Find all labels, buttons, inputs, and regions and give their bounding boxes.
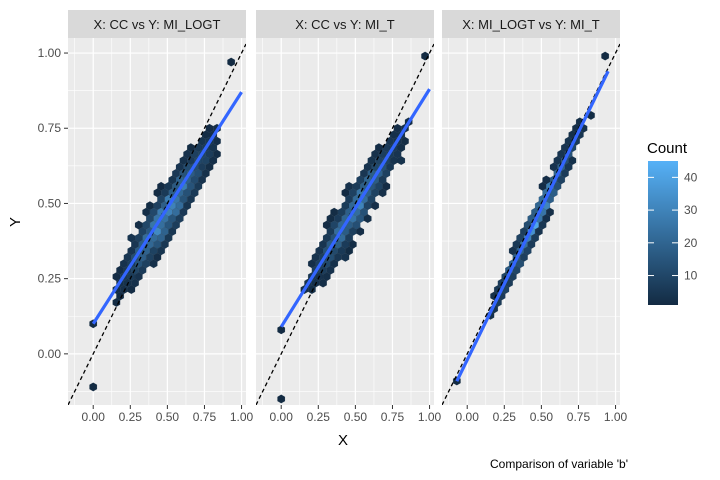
y-tick-label: 0.00 — [38, 347, 62, 361]
chart-caption: Comparison of variable 'b' — [490, 457, 628, 471]
y-tick-label: 0.25 — [38, 272, 62, 286]
facet-panel: X: CC vs Y: MI_LOGT 0.00 0.25 0.50 0.75 1.00 0… — [38, 10, 254, 424]
x-tick-label: 0.00 — [456, 410, 480, 424]
legend-tick-label: 30 — [684, 203, 698, 217]
hexbin-cell-outlier — [89, 382, 98, 392]
fit-line — [91, 91, 243, 325]
hexbin-cell — [363, 214, 372, 224]
hexbin-cell — [397, 156, 406, 166]
facet-panel: X: MI_LOGT vs Y: MI_T 0.00 0.25 0.50 0.75 1.0… — [442, 10, 628, 424]
hexbin-cell — [319, 278, 327, 288]
hexbin-cell — [378, 188, 387, 198]
x-tick-label: 1.00 — [230, 410, 254, 424]
y-tick-label: 0.75 — [38, 121, 62, 135]
x-axis-title: X — [338, 432, 348, 449]
x-tick-label: 1.00 — [604, 410, 628, 424]
facet-strip-title: X: CC vs Y: MI_T — [295, 17, 395, 32]
x-tick-label: 0.50 — [344, 410, 368, 424]
x-tick-label: 0.50 — [530, 410, 554, 424]
legend-tick-label: 40 — [684, 170, 698, 184]
fit-line — [279, 88, 431, 328]
hexbin-cell-outlier — [227, 57, 236, 67]
x-tick-label: 0.25 — [307, 410, 331, 424]
facet-panel: X: CC vs Y: MI_T 0.00 0.25 0.50 0.75 1.00 — [256, 10, 442, 424]
facet-strip — [68, 10, 246, 38]
hexbin-cell — [149, 259, 158, 269]
hexbin-cell — [371, 201, 380, 211]
legend-tick-label: 10 — [684, 269, 698, 283]
count-legend: Count 10 20 30 40 — [647, 140, 698, 305]
hexbin-cell-outlier — [277, 325, 286, 335]
hexbin-cell — [112, 297, 121, 307]
facet-strip-title: X: CC vs Y: MI_LOGT — [94, 17, 221, 32]
x-tick-label: 1.00 — [418, 410, 442, 424]
legend-ticks: 10 20 30 40 — [648, 170, 698, 283]
facet-strip — [256, 10, 434, 38]
x-tick-label: 0.75 — [193, 410, 217, 424]
y-tick-label: 0.50 — [38, 196, 62, 210]
hexbin-cell — [341, 252, 350, 262]
x-tick-label: 0.00 — [270, 410, 294, 424]
y-tick-label: 1.00 — [38, 46, 62, 60]
x-tick-label: 0.50 — [156, 410, 180, 424]
x-tick-label: 0.75 — [381, 410, 405, 424]
legend-tick-label: 20 — [684, 236, 698, 250]
hexbin-cell-outlier — [277, 394, 286, 404]
y-axis-title: Y — [7, 217, 24, 227]
facet-strip — [442, 10, 620, 38]
facet-panels: X: CC vs Y: MI_LOGT 0.00 0.25 0.50 0.75 1.00 0… — [38, 10, 628, 424]
x-tick-label: 0.00 — [82, 410, 106, 424]
x-tick-label: 0.25 — [493, 410, 517, 424]
hexbin-cell — [307, 285, 316, 295]
facet-strip-title: X: MI_LOGT vs Y: MI_T — [462, 17, 600, 32]
x-tick-label: 0.75 — [567, 410, 591, 424]
legend-title: Count — [647, 140, 688, 157]
hexbin-cell — [356, 226, 365, 237]
hexbin-cell-outlier — [601, 51, 610, 61]
x-tick-label: 0.25 — [119, 410, 143, 424]
hexbin-cell — [127, 285, 136, 295]
legend-colorbar — [648, 161, 678, 305]
fit-line — [455, 70, 610, 382]
